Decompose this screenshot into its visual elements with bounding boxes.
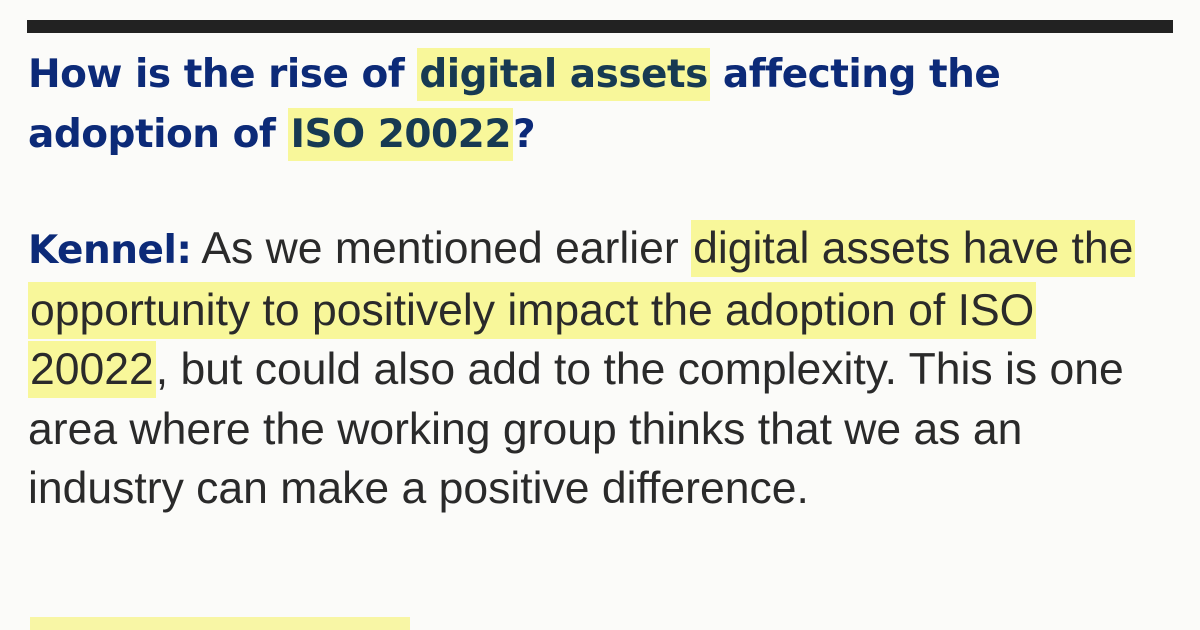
question-heading: How is the rise of digital assets affect… [28, 45, 1178, 165]
speaker-name: Kennel: [28, 228, 192, 273]
question-text-start: How is the rise of [28, 52, 418, 97]
question-mark: ? [512, 112, 536, 157]
question-text-middle: affecting the adoption of [28, 52, 1001, 157]
top-divider-rule [27, 20, 1173, 33]
question-highlight-iso-20022: ISO 20022 [288, 108, 513, 161]
answer-paragraph: Kennel: As we mentioned earlier digital … [28, 219, 1178, 519]
answer-text-start: As we mentioned earlier [191, 224, 692, 273]
answer-text-end: , but could also add to the complexity. … [28, 345, 1124, 513]
bottom-highlight-fragment [30, 617, 410, 630]
question-highlight-digital-assets: digital assets [417, 48, 710, 101]
